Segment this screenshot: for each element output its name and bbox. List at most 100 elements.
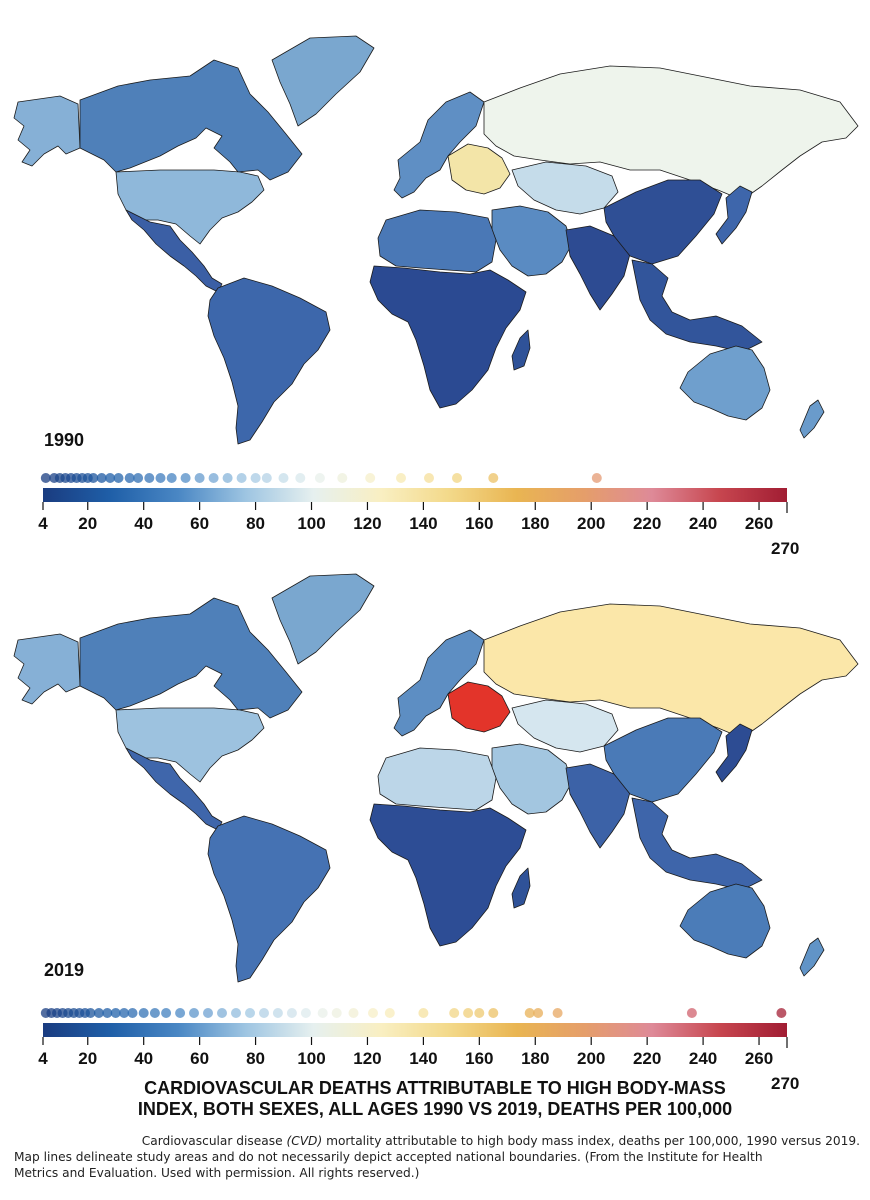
scale-end-label: 270 [771, 539, 800, 558]
country-value-dot [102, 1008, 113, 1018]
scale-tick-label: 200 [577, 1049, 606, 1068]
country-value-dot [127, 1008, 138, 1018]
country-value-dot [245, 1008, 255, 1018]
country-value-dot [686, 1008, 697, 1018]
scale-tick-label: 260 [744, 514, 774, 533]
figure-title: CARDIOVASCULAR DEATHS ATTRIBUTABLE TO HI… [0, 1078, 870, 1120]
southeast-asia-region [631, 259, 763, 353]
china-region [603, 179, 723, 265]
country-value-dot [452, 473, 462, 483]
country-value-dot [203, 1008, 213, 1018]
sub-saharan-africa-region [369, 803, 527, 947]
country-value-dot [314, 473, 325, 483]
middle-east-region [491, 743, 573, 815]
country-value-dot [396, 473, 406, 483]
scale-tick-label: 60 [190, 514, 210, 533]
country-value-dot [524, 1008, 535, 1018]
country-value-dot [194, 473, 205, 483]
scale-tick-label: 140 [409, 1049, 438, 1068]
country-value-dot [175, 1008, 186, 1018]
caption-line-3: Metrics and Evaluation. Used with permis… [14, 1166, 420, 1180]
madagascar-region [511, 329, 531, 371]
scale-tick-label: 180 [521, 514, 550, 533]
legend-svg-1990 [40, 473, 788, 513]
country-value-dot [217, 1008, 227, 1018]
japan-region [715, 723, 753, 783]
caption-line-2: Map lines delineate study areas and do n… [14, 1150, 763, 1164]
country-value-dot [337, 473, 348, 483]
country-value-dot [231, 1008, 241, 1018]
scale-tick-label: 160 [465, 1049, 494, 1068]
scale-tick-label: 220 [632, 1049, 662, 1068]
country-value-dot [113, 473, 124, 483]
middle-east-region [491, 205, 573, 277]
eastern-europe-region [447, 681, 511, 733]
south-america-region [207, 277, 331, 445]
country-value-dot [424, 473, 434, 483]
central-asia-region [511, 699, 619, 753]
western-europe-region [393, 91, 485, 199]
scale-tick-label: 220 [632, 514, 662, 533]
australia-region [679, 883, 771, 959]
central-asia-region [511, 161, 619, 215]
legend-1990: 4 20 40 60 80 100 120 140 160 180 200 220 240 260 270 [0, 468, 870, 558]
country-value-dot [236, 473, 247, 483]
title-line-1: CARDIOVASCULAR DEATHS ATTRIBUTABLE TO HI… [144, 1078, 726, 1098]
scale-tick-label: 180 [521, 1049, 550, 1068]
map-panel-2019: 2019 [0, 568, 870, 988]
country-value-dot [300, 1008, 311, 1018]
caption-line-1: Cardiovascular disease (CVD) mortality a… [141, 1134, 860, 1148]
russia-region [483, 603, 859, 739]
country-value-dot [96, 473, 107, 483]
country-value-dot [161, 1008, 172, 1018]
country-value-dot [449, 1008, 460, 1018]
country-value-dot [124, 473, 135, 483]
caption-abbrev: (CVD) [286, 1134, 323, 1148]
country-value-dot [189, 1008, 199, 1018]
country-value-dot [259, 1008, 269, 1018]
country-value-dot [474, 1008, 485, 1018]
scale-tick-label: 80 [246, 1049, 266, 1068]
country-value-dot [155, 473, 166, 483]
scale-tick-label: 260 [744, 1049, 774, 1068]
madagascar-region [511, 867, 531, 909]
scale-tick-label: 4 [38, 514, 48, 533]
north-africa-region [377, 209, 497, 273]
scale-tick-label: 120 [353, 1049, 382, 1068]
japan-region [715, 185, 753, 245]
world-map-2019 [13, 573, 859, 983]
alaska-region [13, 633, 81, 705]
legend-2019: 4 20 40 60 80 100 120 140 160 180 200 220 240 260 270 [0, 1003, 870, 1093]
north-africa-region [377, 747, 497, 811]
new-zealand-region [799, 399, 825, 439]
country-value-dot [365, 473, 376, 483]
scale-tick-label: 200 [577, 514, 606, 533]
country-value-dot [119, 1008, 130, 1018]
russia-region [483, 65, 859, 201]
eastern-europe-region [447, 143, 511, 195]
country-value-dot [250, 473, 261, 483]
scale-tick-label: 160 [465, 514, 494, 533]
country-value-dot [88, 473, 99, 483]
country-value-dot [180, 473, 191, 483]
country-value-dot [110, 1008, 121, 1018]
scale-tick-label: 40 [134, 1049, 154, 1068]
country-value-dot [138, 1008, 149, 1018]
country-value-dot [384, 1008, 395, 1018]
new-zealand-region [799, 937, 825, 977]
southeast-asia-region [631, 797, 763, 891]
south-america-region [207, 815, 331, 983]
canada-region [79, 597, 303, 719]
country-value-dot [317, 1008, 328, 1018]
scale-tick-label: 20 [78, 1049, 98, 1068]
scale-tick-label: 40 [134, 514, 154, 533]
country-value-dot [85, 1008, 96, 1018]
country-value-dot [278, 473, 289, 483]
country-value-dot [40, 473, 51, 483]
south-asia-region [565, 225, 631, 311]
scale-tick-label: 140 [409, 514, 438, 533]
scale-tick-label: 240 [688, 514, 718, 533]
country-value-dot [286, 1008, 297, 1018]
scale-end-label: 270 [771, 1074, 800, 1093]
sub-saharan-africa-region [369, 265, 527, 409]
